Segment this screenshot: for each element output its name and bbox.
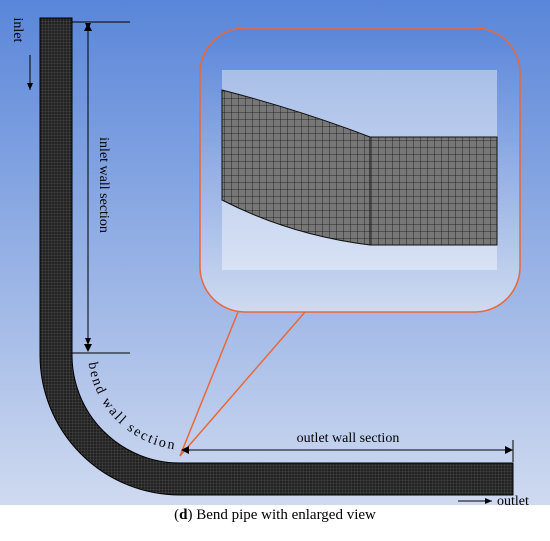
caption-open: ( [174, 507, 180, 523]
caption-text: ) Bend pipe with enlarged view [187, 507, 376, 523]
outlet-label: outlet [497, 494, 529, 505]
callout-line [179, 311, 306, 457]
pipe-mesh [39, 17, 514, 496]
outlet-section-label: outlet wall section [297, 431, 400, 446]
figure: inlet wall section inlet bend wall secti… [0, 0, 550, 505]
caption: (d) Bend pipe with enlarged view [0, 507, 550, 524]
inlet-label: inlet [10, 18, 25, 43]
zoom-mesh [221, 89, 498, 246]
caption-letter: d [179, 507, 188, 523]
inlet-section-label: inlet wall section [96, 137, 111, 233]
callout-line [179, 311, 239, 457]
